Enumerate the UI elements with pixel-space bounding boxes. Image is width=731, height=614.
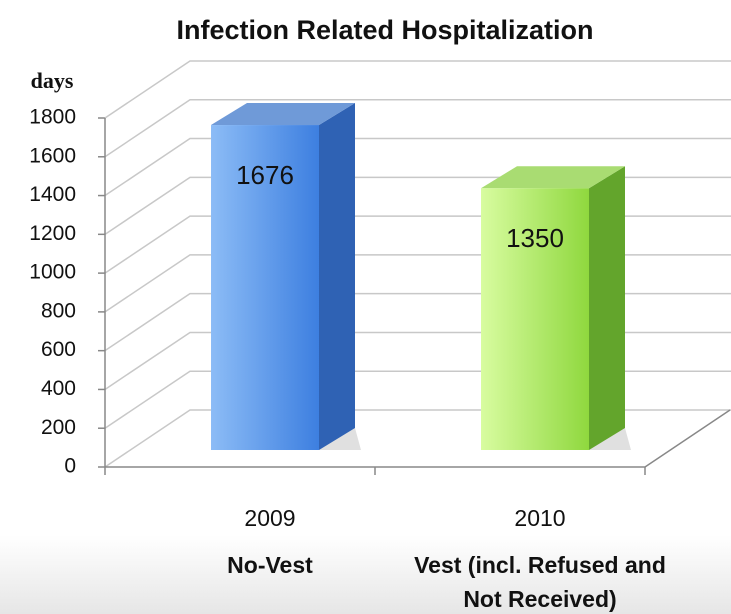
grid-line (104, 215, 731, 274)
footer-band (0, 535, 731, 614)
y-tick-label: 1600 (29, 144, 76, 167)
grid-line (104, 409, 731, 468)
y-tick-label: 1000 (29, 261, 76, 284)
chart-title: Infection Related Hospitalization (176, 15, 593, 45)
y-tick-label: 600 (41, 338, 76, 361)
group-label: Vest (incl. Refused and Not Received) (414, 552, 666, 612)
bar-side (319, 103, 355, 450)
x-tick-label: 2009 (244, 505, 295, 531)
y-tick-label: 1400 (29, 183, 76, 206)
y-axis-label: days (31, 68, 74, 93)
grid-line (104, 331, 731, 391)
grid-line (104, 60, 731, 119)
grid-line (104, 176, 731, 235)
y-tick-label: 200 (41, 416, 76, 439)
y-tick-label: 800 (41, 299, 76, 322)
data-label: 1350 (506, 223, 564, 253)
grid-line (104, 370, 731, 429)
y-tick-label: 0 (64, 455, 76, 478)
bar (481, 188, 589, 450)
group-label: No-Vest (227, 552, 313, 578)
bar (211, 125, 319, 450)
bar-top (481, 166, 625, 189)
grid-line (104, 292, 731, 352)
y-tick-label: 400 (41, 377, 76, 400)
floor-edge (105, 409, 731, 468)
y-tick-label: 1800 (29, 106, 76, 129)
y-tick-label: 1200 (29, 222, 76, 245)
data-label: 1676 (236, 160, 294, 190)
grid-line (104, 99, 731, 158)
x-tick-label: 2010 (514, 505, 565, 531)
grid-line (104, 254, 731, 313)
bar-top (211, 103, 355, 126)
grid-line (104, 137, 731, 197)
bar-side (589, 166, 625, 450)
